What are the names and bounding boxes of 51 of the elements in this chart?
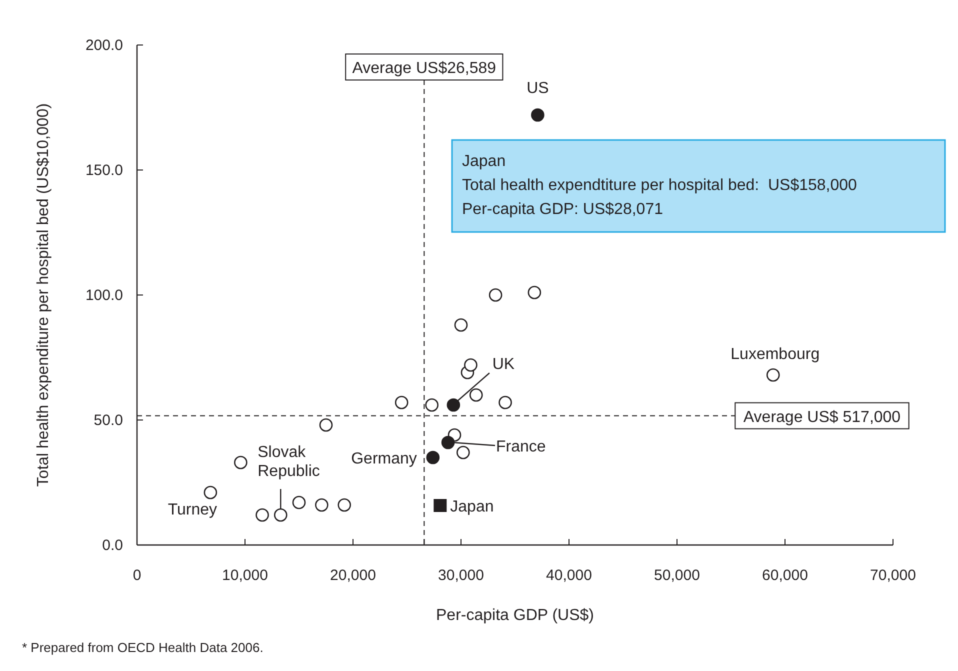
text: * Prepared from OECD Health Data 2006. [22,640,264,655]
point [204,486,218,500]
point [256,508,269,522]
point [498,396,512,410]
point [528,286,542,300]
point [319,418,333,432]
x-tick-label: 20,000 [330,567,376,584]
point [315,498,328,512]
point [766,368,780,382]
annotation: US [526,80,549,97]
point [426,450,440,464]
note-box: Japan Total health expendtiture per hospital bed: US$158,000 Per-capita GDP: US$28,071 [451,139,946,233]
point [292,496,306,510]
x-axis-title: Per-capita GDP (US$) [436,607,594,624]
x-tick-label: 10,000 [222,567,268,584]
point [394,396,408,410]
annotation: Japan [450,498,494,516]
x-tick-label: 60,000 [762,567,808,584]
ref-line-label: Average US$26,589 [352,60,496,77]
point [456,446,470,460]
x-tick-label: 0 [132,567,142,584]
y-axis-title: Total health expenditure per hospital bed (US$10,000) [35,103,52,487]
point [531,108,544,122]
annotation: Slovak Republic [258,444,320,480]
point [441,436,455,450]
point [234,456,248,470]
point [464,358,478,372]
x-tick-label: 70,000 [870,567,916,584]
x-tick-label: 30,000 [438,567,484,584]
y-tick-label: 50.0 [94,412,123,429]
annotation: Turney [168,502,218,518]
point [434,499,447,512]
y-tick-label: 150.0 [85,162,123,179]
point [338,498,352,512]
point [469,388,483,402]
x-tick-label: 40,000 [546,567,592,584]
ref-line-label: Average US$ 517,000 [743,408,901,426]
annotation: France [496,438,546,456]
y-tick-label: 200.0 [85,37,123,54]
point [446,398,460,412]
y-tick-label: 100.0 [85,287,123,304]
annotation: Japan Total health expendtiture per hospital bed: US$158,000 Per-capita GDP: US$28,071 [462,153,858,218]
point [488,288,502,302]
point [274,508,288,522]
x-tick-label: 50,000 [654,567,700,584]
y-tick-label: 0.0 [102,537,123,554]
annotation: Luxembourg [730,346,820,363]
annotation: Germany [351,450,417,468]
point [425,398,438,412]
annotation: UK [492,356,515,373]
point [454,318,468,332]
